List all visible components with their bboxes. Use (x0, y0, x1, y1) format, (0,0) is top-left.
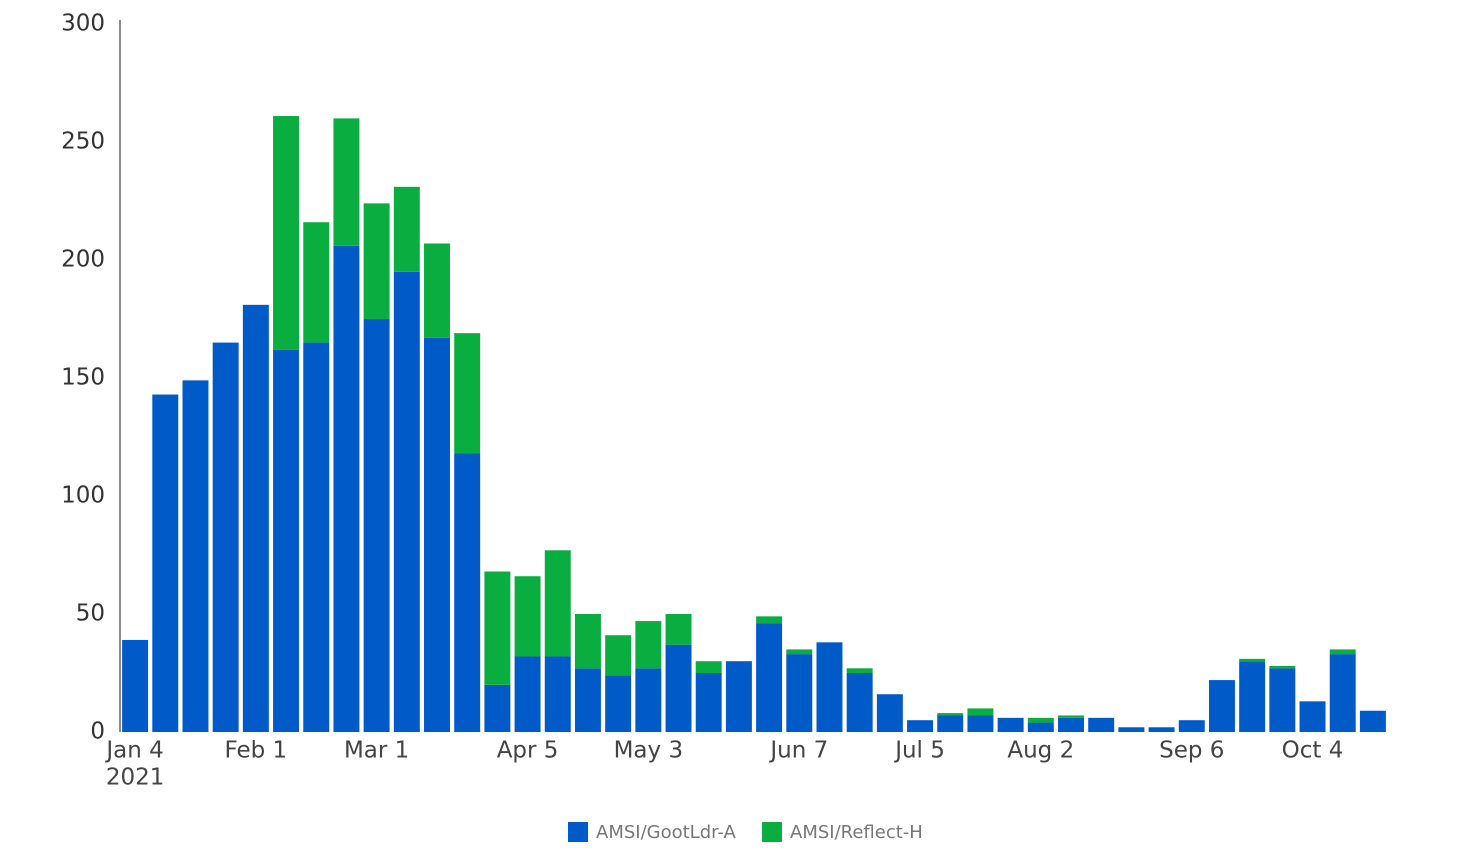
bar-segment (514, 576, 541, 657)
x-tick-label: May 3 (614, 738, 684, 764)
bar-segment (1058, 717, 1084, 732)
legend-label: AMSI/Reflect-H (790, 822, 923, 843)
x-tick-label: Mar 1 (344, 738, 409, 764)
bar-segment (363, 319, 390, 732)
bar-segment (122, 639, 149, 732)
legend-swatch (762, 822, 782, 842)
bar-segment (907, 720, 934, 732)
bar-segment (695, 673, 722, 732)
x-tick-label: Jul 5 (893, 738, 945, 764)
bar-segment (273, 349, 300, 732)
bar-segment (484, 684, 511, 732)
bar-segment (846, 668, 873, 673)
bar-segment (1239, 661, 1266, 732)
bar-segment (1178, 720, 1205, 732)
bar-segment (846, 673, 873, 732)
y-tick-label: 150 (61, 365, 105, 391)
bar-segment (695, 661, 722, 673)
bar-segment (454, 333, 481, 454)
bar-segment (1329, 654, 1356, 732)
bar-segment (605, 675, 632, 732)
bar-segment (1027, 722, 1054, 732)
bar-segment (393, 271, 420, 732)
bar-segment (1239, 658, 1266, 662)
bar-segment (937, 713, 964, 716)
x-tick-label: Jan 4 (104, 738, 163, 764)
y-tick-label: 200 (61, 247, 105, 273)
bar-segment (424, 337, 450, 732)
bar-segment (816, 642, 843, 732)
bar-segment (997, 717, 1024, 732)
bar-segment (514, 656, 541, 732)
bar-segment (152, 394, 179, 732)
bar-segment (1027, 717, 1054, 723)
bar-segment (544, 550, 571, 657)
bar-segment (242, 304, 269, 732)
y-tick-label: 250 (61, 129, 105, 155)
bar-segment (544, 656, 571, 732)
bar-segment (574, 614, 601, 669)
y-tick-label: 100 (61, 483, 105, 509)
bar-segment (1269, 665, 1296, 669)
bar-segment (635, 621, 662, 669)
bar-segment (665, 644, 692, 732)
x-tick-label: Oct 4 (1282, 738, 1344, 764)
bar-segment (1208, 680, 1235, 732)
y-tick-label: 0 (90, 719, 105, 745)
bar-segment (333, 245, 360, 732)
bar-segment (574, 668, 601, 732)
legend-swatch (568, 822, 588, 842)
x-tick-label: Aug 2 (1007, 738, 1074, 764)
bar-segment (424, 243, 450, 338)
bar-segment (756, 623, 783, 732)
bar-segment (1058, 715, 1084, 718)
bar-segment (484, 571, 511, 685)
bar-segment (333, 118, 360, 246)
x-tick-label: Apr 5 (497, 738, 559, 764)
bar-segment (967, 708, 994, 716)
bar-segment (725, 661, 752, 732)
bar-segment (1299, 701, 1326, 732)
x-tick-sublabel: 2021 (106, 765, 165, 791)
bar-segment (937, 715, 964, 732)
bar-segment (393, 186, 420, 272)
bar-segment (786, 654, 813, 732)
x-tick-label: Feb 1 (225, 738, 288, 764)
bar-segment (454, 453, 481, 732)
y-tick-label: 50 (76, 601, 105, 627)
x-tick-label: Jun 7 (768, 738, 828, 764)
x-tick-label: Sep 6 (1159, 738, 1224, 764)
bar-segment (967, 715, 994, 732)
bar-segment (363, 203, 390, 319)
bar-segment (303, 342, 330, 732)
y-tick-label: 300 (61, 11, 105, 37)
bar-segment (1148, 727, 1175, 732)
bar-segment (182, 380, 209, 732)
bar-segment (665, 614, 692, 645)
bar-segment (1359, 710, 1386, 732)
bar-segment (1118, 727, 1145, 732)
bar-segment (876, 694, 903, 732)
bar-segment (756, 616, 783, 624)
bar-segment (605, 635, 632, 676)
bar-segment (273, 116, 300, 350)
bar-segment (1088, 717, 1115, 732)
bar-segment (1269, 668, 1296, 732)
bar-segment (212, 342, 239, 732)
bar-segment (1329, 649, 1356, 655)
bar-segment (786, 649, 813, 655)
legend-label: AMSI/GootLdr-A (596, 822, 736, 843)
bar-segment (635, 668, 662, 732)
bar-segment (303, 222, 330, 343)
